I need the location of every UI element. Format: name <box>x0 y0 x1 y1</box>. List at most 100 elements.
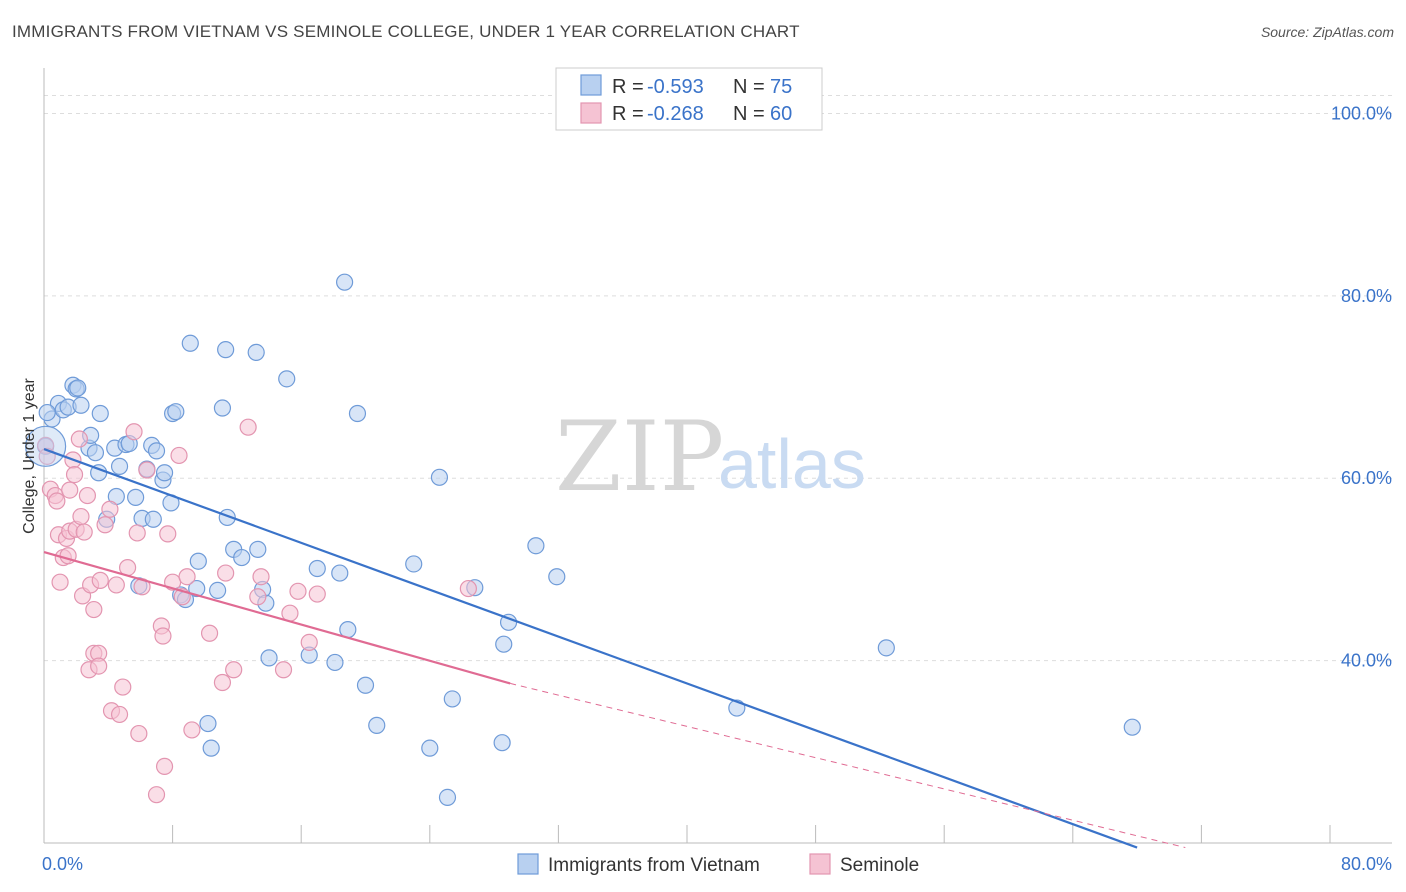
stats-n-value-seminole: 60 <box>770 103 792 125</box>
y-tick-label: 40.0% <box>1341 651 1392 671</box>
data-point <box>326 653 344 672</box>
data-point <box>217 564 235 582</box>
data-point <box>1123 718 1141 736</box>
y-tick-label: 100.0% <box>1331 103 1392 123</box>
data-point <box>249 540 267 558</box>
data-point <box>48 492 66 510</box>
data-point <box>159 525 177 543</box>
data-point <box>308 559 326 578</box>
data-point <box>247 343 265 361</box>
x-tick-label: 80.0% <box>1341 854 1392 874</box>
data-point <box>348 404 367 423</box>
data-point <box>189 552 207 570</box>
data-point <box>877 639 895 657</box>
data-point <box>155 464 174 482</box>
data-point <box>430 468 449 486</box>
data-point <box>147 442 166 460</box>
data-point <box>188 579 206 598</box>
data-point <box>70 430 88 448</box>
data-point <box>144 510 162 528</box>
data-point <box>130 724 148 743</box>
stats-swatch-vietnam <box>580 74 602 96</box>
data-point <box>91 571 109 589</box>
data-point <box>213 673 232 692</box>
trend-line-vietnam <box>43 448 1138 849</box>
chart-title: IMMIGRANTS FROM VIETNAM VS SEMINOLE COLL… <box>12 22 800 41</box>
data-point <box>128 524 146 542</box>
watermark-zip: ZIP <box>555 401 724 513</box>
legend-label-seminole[interactable]: Seminole <box>840 855 919 876</box>
stats-n-value-vietnam: 75 <box>770 76 792 98</box>
data-point <box>38 403 56 422</box>
data-point <box>167 403 185 421</box>
stats-r-label-seminole: R = <box>612 103 644 125</box>
data-point <box>65 465 84 484</box>
data-point <box>308 585 326 603</box>
data-point <box>75 523 93 541</box>
data-point <box>178 568 196 586</box>
data-point <box>289 582 307 600</box>
data-point <box>217 341 235 359</box>
data-point <box>110 705 129 724</box>
source-label: Source: ZipAtlas.com <box>1260 24 1394 40</box>
data-point <box>213 399 232 417</box>
data-point <box>443 690 461 708</box>
y-tick-label: 80.0% <box>1341 286 1392 306</box>
data-point <box>200 624 219 642</box>
y-tick-label: 60.0% <box>1341 468 1392 488</box>
data-point <box>331 564 349 582</box>
data-point <box>72 396 90 414</box>
data-point <box>459 579 477 598</box>
data-point <box>96 516 114 534</box>
data-point <box>107 576 125 594</box>
data-point <box>101 500 119 518</box>
x-tick-label: 0.0% <box>42 854 83 874</box>
data-point <box>138 461 156 479</box>
data-point <box>69 379 87 397</box>
trend-lines <box>43 448 1186 849</box>
data-point <box>300 633 318 651</box>
watermark-atlas: atlas <box>718 425 866 503</box>
data-point <box>239 418 257 436</box>
data-point <box>154 627 172 645</box>
data-point <box>233 548 251 567</box>
data-point <box>493 734 511 752</box>
data-point <box>209 581 227 600</box>
legend-swatch-seminole[interactable] <box>809 853 831 875</box>
data-points <box>25 273 1141 807</box>
legend-label-vietnam[interactable]: Immigrants from Vietnam <box>548 855 760 876</box>
data-point <box>368 716 386 734</box>
data-point <box>127 488 145 506</box>
data-point <box>252 568 270 586</box>
legend: Immigrants from Vietnam Seminole <box>517 853 919 876</box>
stats-n-label-vietnam: N = <box>733 76 765 98</box>
trend-extension-seminole <box>510 682 1186 849</box>
data-point <box>181 334 199 352</box>
data-point <box>249 588 267 606</box>
trend-line-seminole <box>43 551 511 685</box>
data-point <box>114 678 132 696</box>
stats-r-value-vietnam: -0.593 <box>647 76 704 98</box>
legend-swatch-vietnam[interactable] <box>517 853 539 875</box>
stats-r-label-vietnam: R = <box>612 76 644 98</box>
data-point <box>438 788 457 807</box>
data-point <box>225 661 243 679</box>
series-vietnam <box>37 273 1141 807</box>
stats-box: R = -0.593 N = 75 R = -0.268 N = 60 <box>555 67 823 131</box>
data-point <box>183 721 201 739</box>
data-point <box>405 555 423 573</box>
tick-labels: 40.0% 60.0% 80.0% 100.0% 0.0% 80.0% <box>42 103 1392 874</box>
stats-swatch-seminole <box>580 102 602 124</box>
data-point <box>274 661 293 679</box>
data-point <box>260 649 278 667</box>
data-point <box>278 370 296 388</box>
data-point <box>147 786 166 804</box>
data-point <box>78 486 97 505</box>
data-point <box>199 714 217 733</box>
series-seminole <box>37 418 477 804</box>
data-point <box>336 273 354 291</box>
data-point <box>421 739 439 757</box>
data-point <box>86 444 105 462</box>
data-point <box>495 635 513 653</box>
